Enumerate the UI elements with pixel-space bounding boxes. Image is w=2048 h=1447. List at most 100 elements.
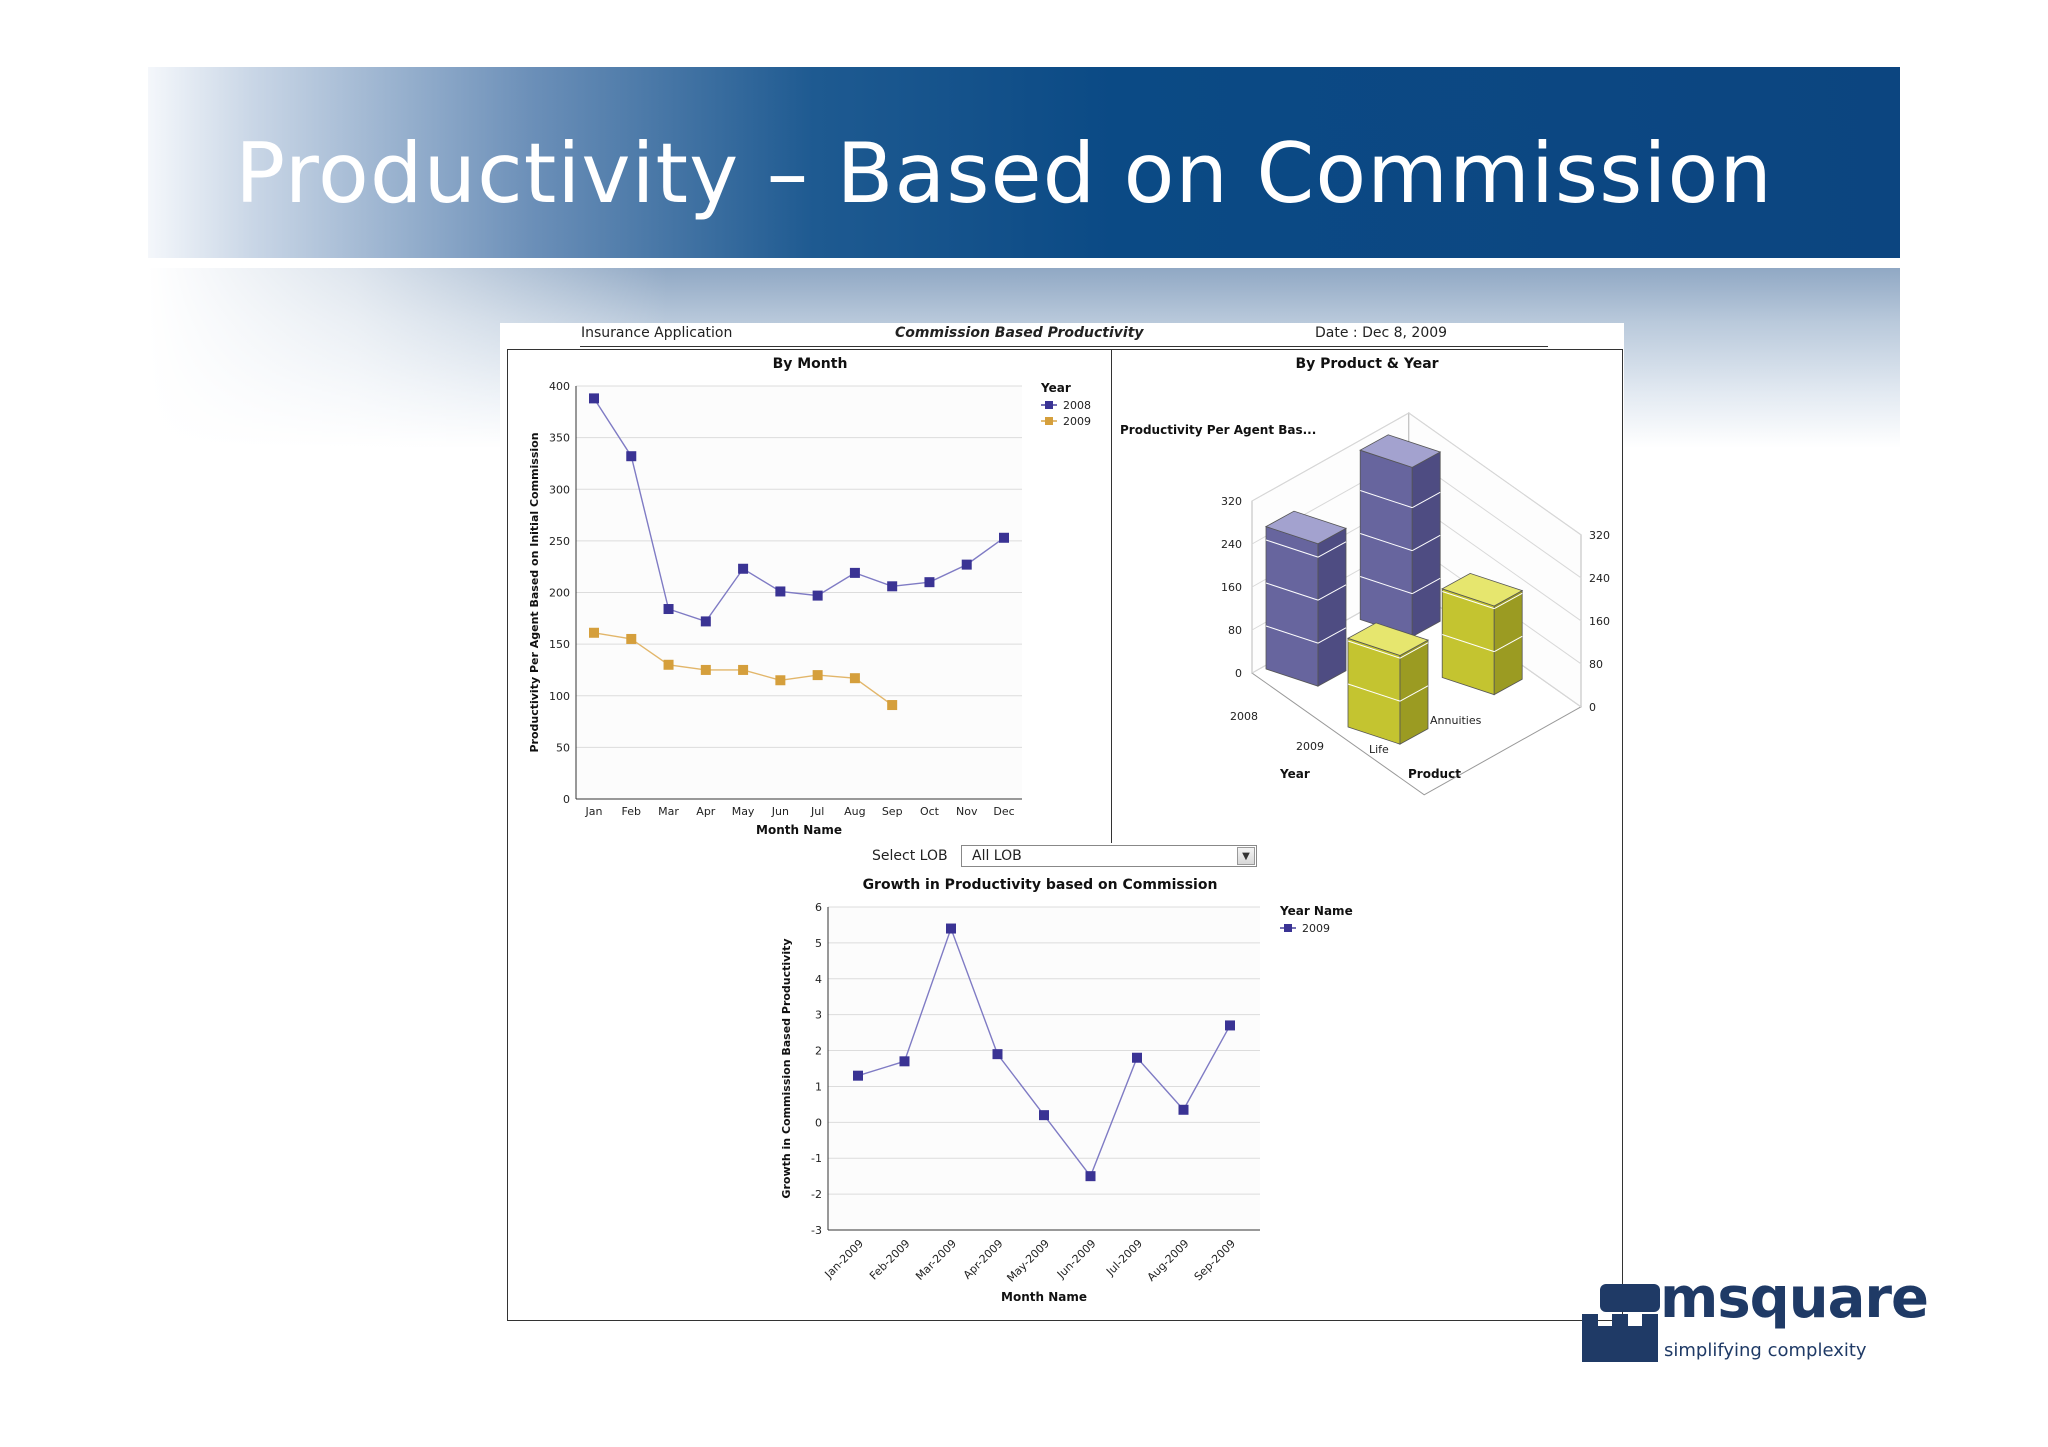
x-tick-label: Feb [622, 805, 641, 818]
bar-2008-annuities-front [1359, 449, 1413, 638]
y-tick-label-right: 80 [1589, 658, 1603, 671]
data-point-2009 [738, 664, 749, 675]
y-tick-label: 0 [563, 793, 570, 806]
data-point-2009 [849, 673, 860, 684]
data-point-2008 [663, 604, 674, 615]
data-point-2009 [1225, 1020, 1235, 1031]
x-axis-title: Month Name [756, 823, 842, 837]
app-name: Insurance Application [581, 325, 733, 341]
bar-segment-line [1360, 533, 1413, 552]
data-point-2008 [700, 616, 711, 627]
y-axis-title: Growth in Commission Based Productivity [780, 938, 793, 1198]
legend-title: Year Name [1279, 904, 1353, 918]
bar-2009-life-front [1347, 637, 1401, 745]
bar-segment-line [1317, 627, 1347, 644]
z-axis-title: Product [1408, 767, 1461, 781]
y-tick-label-right: 240 [1589, 572, 1610, 585]
growth-chart: -3 -2 -1 0 1 2 3 4 5 6 Jan-2009 Feb-2009 Mar-2009 Apr… [780, 901, 1353, 1304]
x-tick-label: May [732, 805, 755, 818]
bar-segment-line [1265, 539, 1319, 558]
bar-segment-line [1411, 491, 1441, 509]
y-tick-label: 80 [1228, 624, 1242, 637]
y-tick-label: -3 [811, 1224, 822, 1237]
data-point-2009 [887, 700, 898, 711]
y-tick-label: 0 [1235, 667, 1242, 680]
y-tick-label: 320 [1221, 495, 1242, 508]
z-tick-label: Life [1369, 743, 1389, 756]
y-tick-label: 150 [549, 638, 570, 651]
data-point-2008 [924, 577, 935, 588]
data-point-2009 [589, 627, 599, 638]
legend-label: 2009 [1302, 922, 1330, 935]
data-point-2009 [775, 675, 786, 686]
x-axis-title: Month Name [1001, 1290, 1087, 1304]
data-point-2008 [589, 393, 599, 404]
bar-segment-line [1347, 683, 1401, 702]
y-tick-label: 300 [549, 483, 570, 496]
gridline [1251, 412, 1582, 536]
x-tick-label: Jul [810, 805, 824, 818]
data-point-2008 [812, 590, 823, 601]
lob-filter-row: Select LOB All LOB ▼ [507, 843, 1623, 872]
lob-selected-value: All LOB [972, 848, 1022, 864]
x-tick-label: Jul-2009 [1103, 1237, 1145, 1279]
x-axis-title: Year [1279, 767, 1310, 781]
data-point-2009 [1178, 1104, 1189, 1115]
bar-2009-life-top [1347, 622, 1429, 656]
x-tick-label: 2009 [1296, 740, 1324, 753]
legend-title: Year [1040, 381, 1071, 395]
bar-segment-line [1265, 582, 1319, 601]
x-tick-label: Aug [844, 805, 865, 818]
chevron-down-icon[interactable]: ▼ [1237, 847, 1255, 865]
report-title: Commission Based Productivity [895, 325, 1144, 341]
x-tick-label: Sep-2009 [1192, 1237, 1238, 1283]
bar-segment-line [1360, 576, 1413, 595]
y-tick-label: 3 [815, 1009, 822, 1022]
growth-panel: Growth in Productivity based on Commissi… [507, 871, 1623, 1321]
y-tick-label: 0 [815, 1116, 822, 1129]
bar-segment-line [1317, 541, 1347, 558]
x-tick-label: Oct [920, 805, 940, 818]
y-tick-label: 5 [815, 937, 822, 950]
x-tick-label: Aug-2009 [1145, 1237, 1192, 1284]
y-tick-label-right: 320 [1589, 529, 1610, 542]
lob-label: Select LOB [872, 848, 948, 864]
data-point-2009 [812, 670, 823, 681]
x-tick-label: Jan-2009 [822, 1237, 866, 1281]
data-point-2009 [1039, 1110, 1049, 1121]
data-point-2009 [626, 633, 637, 644]
lob-select[interactable]: All LOB ▼ [961, 845, 1257, 867]
by-month-title: By Month [772, 356, 848, 372]
bar-segment-line [1442, 634, 1495, 653]
x-tick-label: Jun-2009 [1054, 1237, 1099, 1282]
z-tick-label: Annuities [1430, 714, 1482, 727]
y-tick-label: 50 [556, 741, 570, 754]
data-point-2009 [946, 923, 956, 934]
bar-2008-annuities-top [1359, 434, 1442, 468]
bar-2009-annuities-front [1441, 588, 1495, 696]
chart-subtitle: Productivity Per Agent Bas... [1120, 423, 1316, 437]
x-tick-label: Apr [696, 805, 716, 818]
data-point-2009 [700, 664, 711, 675]
by-month-chart: 0 50 100 150 200 250 300 350 400 Jan Feb Mar Apr May J… [528, 380, 1091, 837]
bar-2008-life-front [1265, 526, 1319, 687]
plot-area [828, 907, 1260, 1230]
by-product-year-title: By Product & Year [1295, 356, 1439, 372]
y-tick-label: 350 [549, 432, 570, 445]
bar-segment-line [1399, 642, 1429, 659]
data-point-2009 [853, 1070, 863, 1081]
data-point-2009 [1132, 1052, 1142, 1063]
data-point-2008 [626, 451, 637, 462]
y-tick-label: 250 [549, 535, 570, 548]
x-tick-label: Mar-2009 [913, 1237, 959, 1283]
y-axis-title: Productivity Per Agent Based on Initial … [528, 432, 541, 752]
y-tick-label: -1 [811, 1152, 822, 1165]
legend-marker [1284, 924, 1292, 932]
y-tick-label: 4 [815, 973, 822, 986]
y-tick-label: 2 [815, 1045, 822, 1058]
y-tick-label: 200 [549, 587, 570, 600]
by-product-year-panel: By Product & Year Productivity Per Agent… [1111, 349, 1623, 845]
bar-segment-line [1411, 577, 1441, 595]
data-point-2009 [1085, 1171, 1096, 1182]
data-point-2008 [887, 581, 898, 592]
